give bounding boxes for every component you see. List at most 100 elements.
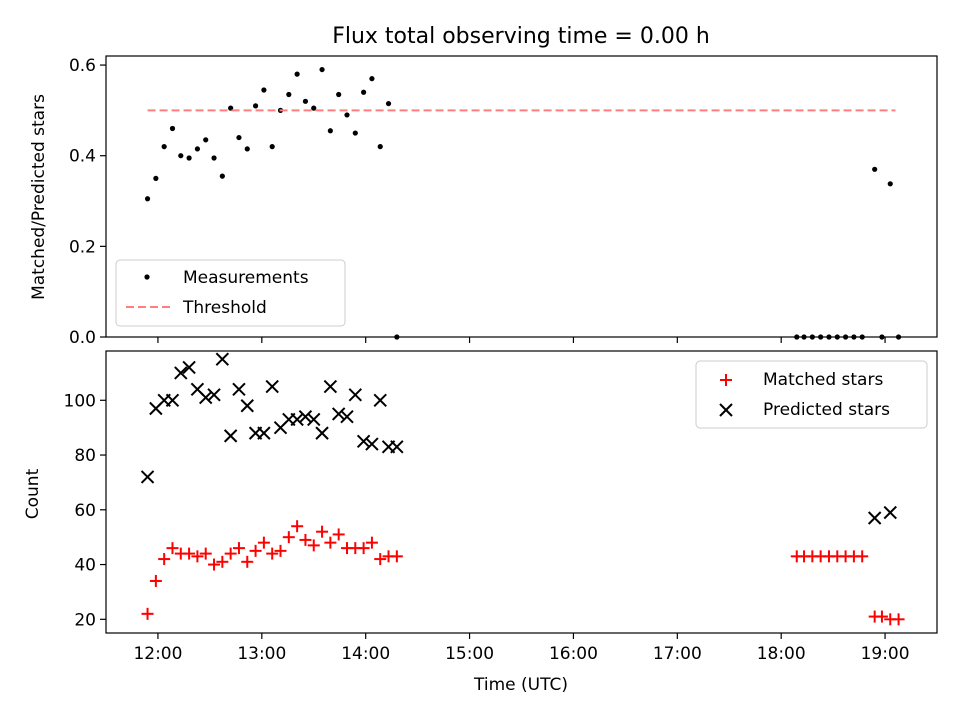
- predicted-star-point: [207, 388, 221, 402]
- predicted-star-point: [348, 388, 363, 402]
- predicted-star-point: [365, 437, 379, 451]
- predicted-star-point: [307, 412, 321, 427]
- measurement-point: [361, 89, 367, 95]
- measurement-point: [385, 100, 392, 107]
- measurement-point: [244, 146, 250, 152]
- matched-star-point: [216, 555, 229, 568]
- measurement-point: [887, 181, 893, 187]
- predicted-star-point: [373, 393, 387, 407]
- top-y-tick-label: 0.6: [69, 56, 96, 76]
- bottom-x-tick-label: 18:00: [757, 644, 806, 664]
- measurement-point: [219, 173, 225, 179]
- matched-star-point: [141, 607, 154, 620]
- legend-predicted-marker: [719, 403, 733, 417]
- matched-star-point: [149, 574, 162, 587]
- top-y-axis-label: Matched/Predicted stars: [29, 94, 49, 300]
- legend-matched-marker: [720, 374, 732, 386]
- measurement-point: [161, 144, 167, 150]
- top-y-tick-label: 0.2: [69, 237, 96, 257]
- matched-star-point: [365, 536, 378, 549]
- measurement-point: [286, 91, 292, 98]
- bottom-y-tick-label: 60: [74, 501, 96, 521]
- measurement-point: [369, 76, 375, 82]
- measurement-point: [872, 166, 878, 172]
- predicted-star-point: [140, 470, 155, 484]
- bottom-legend-box: [695, 360, 928, 429]
- matched-star-point: [324, 536, 337, 549]
- measurement-point: [153, 175, 159, 181]
- matched-star-point: [224, 547, 237, 560]
- bottom-x-tick-label: 16:00: [549, 644, 598, 664]
- predicted-star-point: [290, 412, 304, 427]
- bottom-y-tick-label: 80: [74, 446, 96, 466]
- predicted-star-point: [215, 352, 230, 366]
- measurement-point: [344, 112, 350, 118]
- measurement-point: [211, 155, 217, 161]
- top-x-ticks: [157, 337, 886, 343]
- legend-measurements-label: Measurements: [183, 268, 309, 288]
- matched-star-point: [291, 520, 304, 533]
- matched-star-point: [282, 531, 295, 544]
- measurement-point: [261, 87, 267, 93]
- top-y-tick-label: 0.0: [69, 328, 96, 348]
- matched-star-point: [390, 550, 403, 563]
- predicted-star-point: [883, 505, 897, 520]
- predicted-star-point: [174, 366, 188, 380]
- measurement-point: [352, 130, 358, 136]
- predicted-star-point: [356, 434, 371, 449]
- measurement-point: [377, 144, 383, 150]
- measurement-point: [336, 91, 342, 98]
- bottom-y-axis-label: Count: [23, 468, 43, 519]
- bottom-x-ticks: 12:00 13:00 14:00 15:00 16:00 17:00 18:00 19:00: [133, 633, 910, 664]
- predicted-star-point: [315, 426, 329, 440]
- top-y-ticks: 0.0 0.2 0.4 0.6: [69, 56, 106, 348]
- matched-star-point: [299, 533, 312, 546]
- measurement-point: [311, 105, 317, 111]
- bottom-axes-frame: [105, 350, 938, 634]
- matched-star-point: [374, 553, 387, 566]
- measurement-point: [236, 134, 242, 141]
- bottom-plot-area: [140, 352, 905, 626]
- predicted-star-point: [390, 440, 404, 454]
- matched-star-point: [241, 555, 254, 568]
- bottom-x-tick-label: 12:00: [133, 644, 182, 664]
- top-legend: Measurements Threshold: [115, 259, 346, 327]
- predicted-star-point: [165, 393, 180, 407]
- top-panel: 0.0 0.2 0.4 0.6 Matched/Predicted stars Mea…: [29, 55, 938, 348]
- bottom-x-tick-label: 15:00: [445, 644, 494, 664]
- legend-measurements-marker: [144, 274, 150, 280]
- measurement-point: [302, 98, 309, 104]
- matched-star-point: [307, 539, 320, 552]
- bottom-y-tick-label: 40: [74, 556, 96, 576]
- matched-star-point: [856, 550, 869, 563]
- bottom-x-tick-label: 17:00: [653, 644, 702, 664]
- predicted-star-point: [232, 382, 246, 397]
- measurement-point: [269, 144, 275, 150]
- predicted-star-point: [340, 410, 354, 424]
- matched-star-point: [166, 542, 179, 555]
- bottom-legend: Matched stars Predicted stars: [695, 360, 928, 429]
- matched-star-point: [892, 613, 905, 626]
- matched-star-point: [257, 536, 270, 549]
- measurement-point: [178, 153, 184, 159]
- matched-star-point: [274, 544, 287, 557]
- predicted-star-point: [223, 429, 238, 443]
- matched-star-point: [232, 542, 245, 555]
- predicted-star-point: [298, 410, 313, 424]
- measurement-point: [144, 196, 151, 202]
- top-axes-frame: [105, 55, 938, 338]
- matched-star-point: [249, 544, 262, 557]
- matched-star-point: [208, 558, 221, 571]
- predicted-star-point: [323, 379, 338, 394]
- matched-star-point: [332, 528, 345, 541]
- top-legend-box: [115, 259, 346, 327]
- matched-star-point: [158, 553, 171, 566]
- matched-star-point: [875, 610, 888, 623]
- predicted-star-point: [331, 407, 346, 421]
- bottom-x-tick-label: 13:00: [237, 644, 286, 664]
- bottom-x-tick-label: 14:00: [341, 644, 390, 664]
- predicted-star-point: [265, 379, 279, 394]
- predicted-star-point: [257, 426, 271, 440]
- matched-star-point: [357, 542, 370, 555]
